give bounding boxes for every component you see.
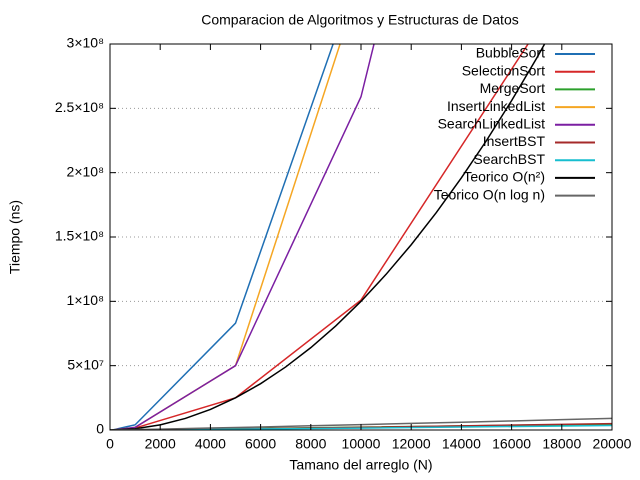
legend-label: InsertBST [483, 133, 546, 149]
x-tick-label: 2000 [145, 436, 176, 452]
x-tick-label: 20000 [593, 436, 632, 452]
legend-label: MergeSort [480, 80, 545, 96]
legend-label: Teorico O(n²) [463, 169, 545, 185]
x-tick-label: 8000 [295, 436, 326, 452]
legend-label: SearchLinkedList [438, 116, 546, 132]
series-line [112, 44, 334, 430]
legend-background [380, 45, 608, 185]
axes: 0 5×10⁷ 1×10⁸ 1.5×10⁸ 2×10⁸ 2.5×10⁸ 3×10⁸ 0 2000… [55, 35, 632, 452]
series-line [110, 44, 546, 430]
series-line [112, 424, 612, 430]
y-axis-label: Tiempo (ns) [7, 200, 23, 274]
x-tick-label: 10000 [342, 436, 381, 452]
y-tick-label: 5×10⁷ [67, 356, 104, 372]
x-tick-label: 16000 [492, 436, 531, 452]
y-tick-label: 1×10⁸ [67, 292, 105, 308]
x-axis-label: Tamano del arreglo (N) [289, 457, 432, 473]
chart-title: Comparacion de Algoritmos y Estructuras … [201, 12, 518, 28]
y-tick-label: 2×10⁸ [67, 163, 105, 179]
y-tick-label: 0 [96, 421, 104, 437]
y-tick-label: 2.5×10⁸ [55, 99, 104, 115]
legend-label: InsertLinkedList [447, 98, 545, 114]
y-tick-label: 1.5×10⁸ [55, 228, 104, 244]
x-tick-label: 18000 [542, 436, 581, 452]
x-tick-label: 12000 [392, 436, 431, 452]
x-tick-label: 14000 [442, 436, 481, 452]
x-tick-label: 0 [106, 436, 114, 452]
y-tick-label: 3×10⁸ [67, 35, 105, 51]
legend-label: SelectionSort [462, 62, 545, 78]
legend-label: Teorico O(n log n) [434, 186, 545, 202]
legend-label: SearchBST [473, 151, 545, 167]
plot-border [109, 43, 613, 431]
x-tick-label: 4000 [195, 436, 226, 452]
series-line [112, 44, 375, 430]
plot-area [110, 44, 612, 430]
x-tick-label: 6000 [245, 436, 276, 452]
legend-label: BubbleSort [476, 45, 545, 61]
